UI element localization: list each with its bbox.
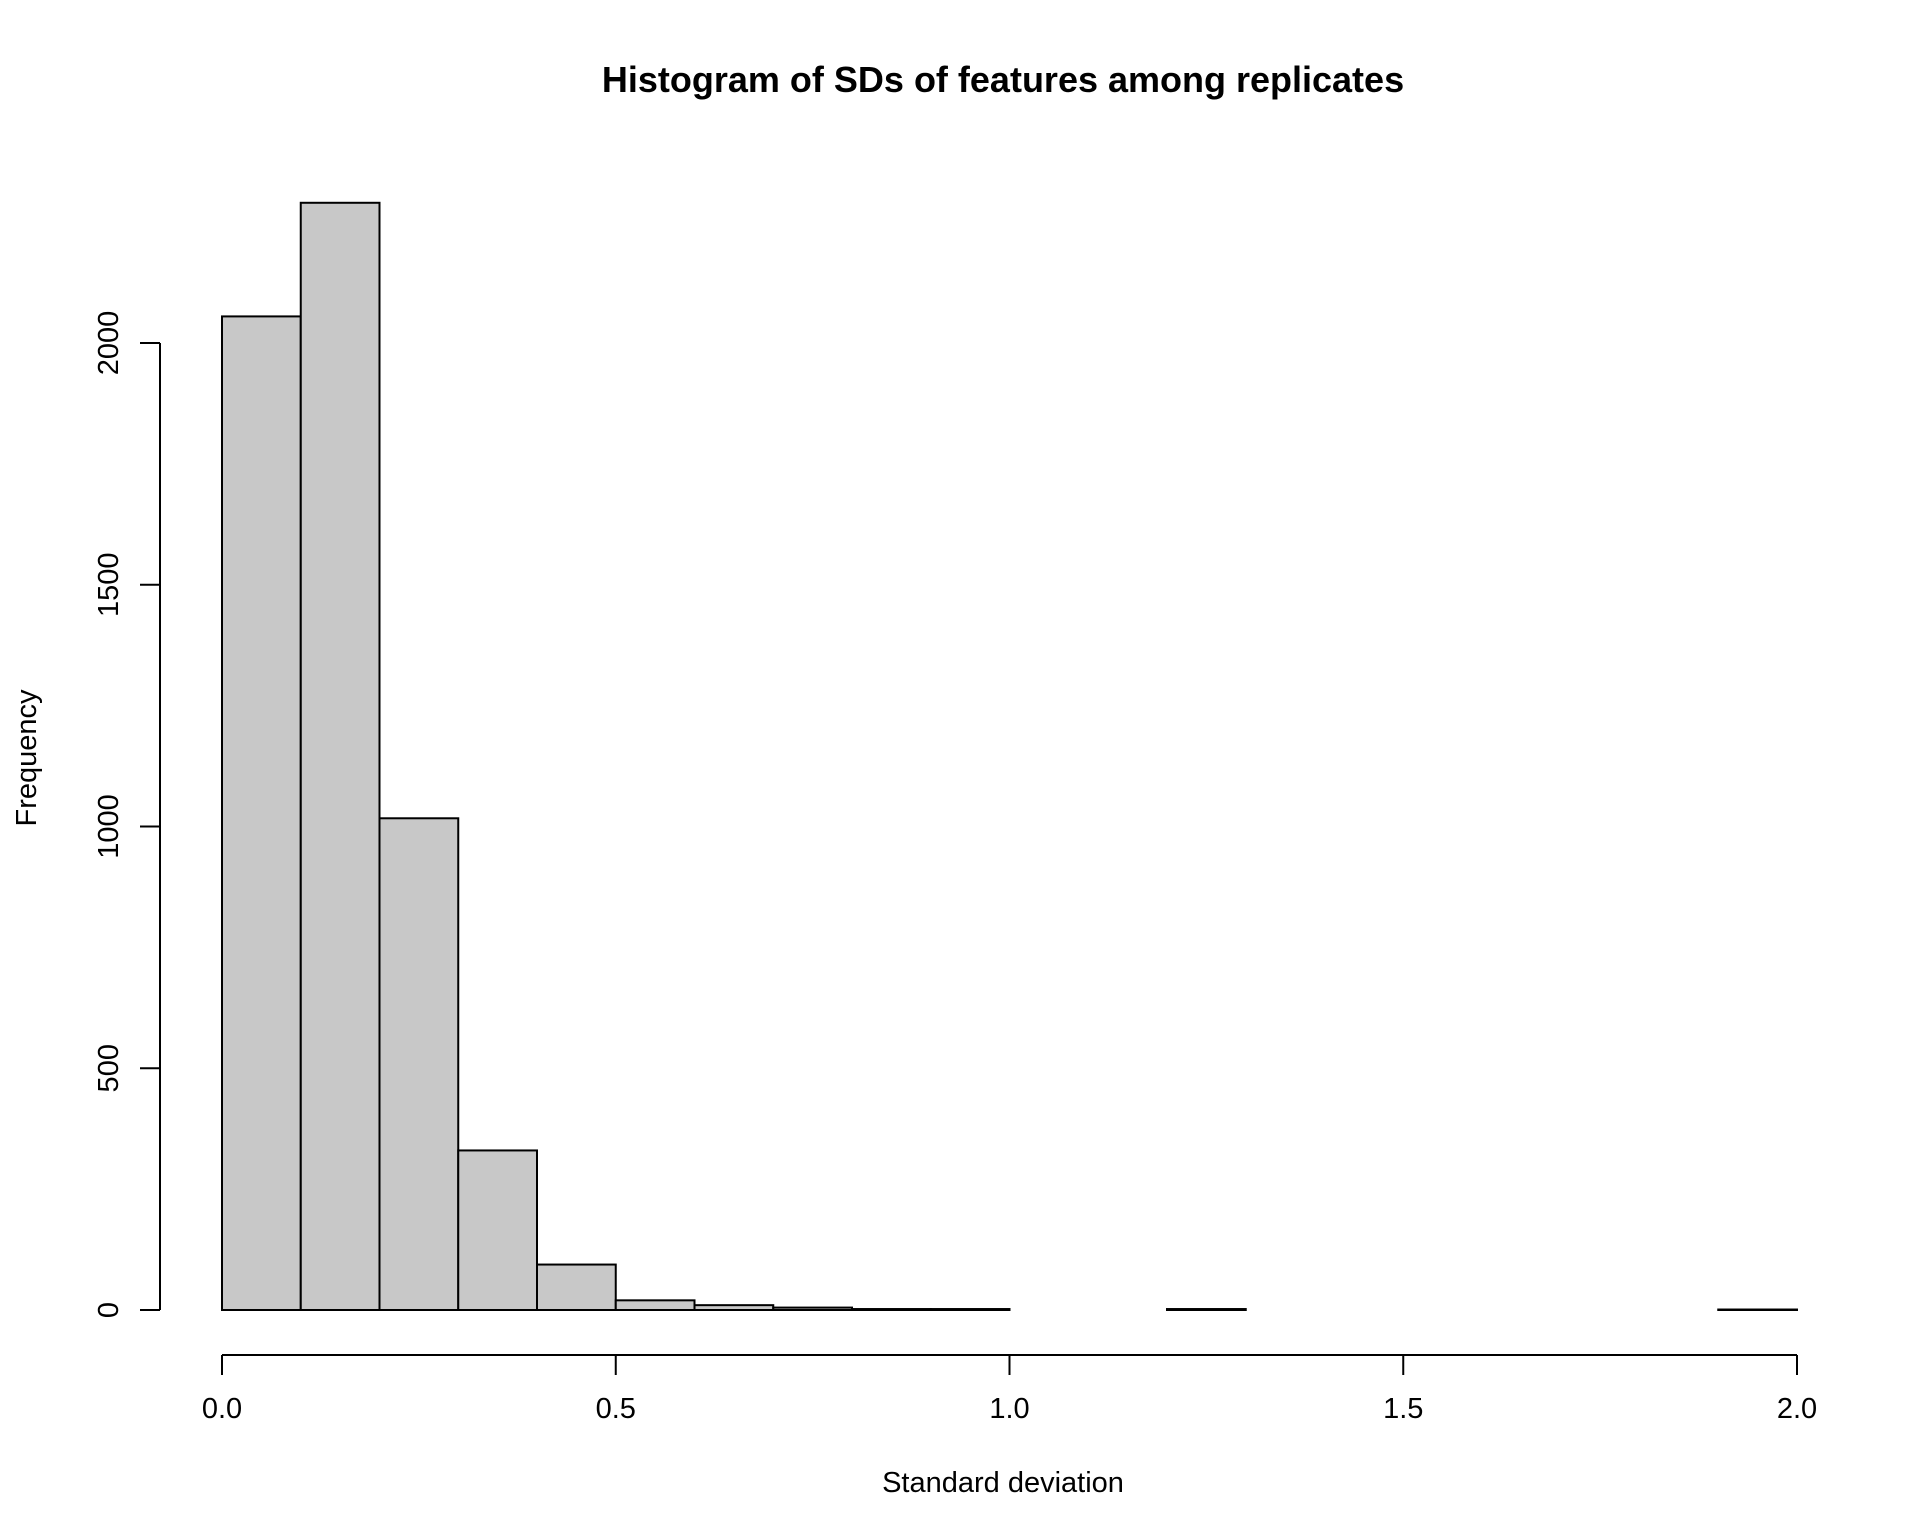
y-tick-label-2: 1000 — [93, 794, 125, 859]
y-axis: 0 500 1000 1500 2000 — [93, 311, 161, 1318]
x-axis: 0.0 0.5 1.0 1.5 2.0 — [202, 1354, 1817, 1425]
y-tick-label-4: 2000 — [93, 311, 125, 376]
histogram-bar-2 — [378, 817, 460, 1312]
x-tick-label-4: 2.0 — [1777, 1393, 1817, 1425]
x-tick-label-3: 1.5 — [1383, 1393, 1423, 1425]
y-tick-label-0: 0 — [93, 1302, 125, 1318]
y-tick-label-1: 500 — [93, 1044, 125, 1092]
histogram-bar-0 — [221, 315, 302, 1312]
histogram-bar-7 — [772, 1306, 853, 1312]
histogram-bar-8 — [851, 1308, 932, 1311]
chart-title: Histogram of SDs of features among repli… — [602, 59, 1404, 100]
bars-group — [221, 201, 1798, 1312]
x-tick-label-0: 0.0 — [202, 1393, 242, 1425]
histogram-bar-4 — [536, 1263, 617, 1312]
histogram-bar-3 — [457, 1149, 538, 1311]
histogram-bar-12 — [1166, 1308, 1247, 1311]
x-axis-label: Standard deviation — [882, 1467, 1124, 1499]
histogram-bar-9 — [929, 1308, 1011, 1311]
histogram-bar-1 — [299, 201, 381, 1311]
x-tick-label-2: 1.0 — [989, 1393, 1029, 1425]
histogram-bar-6 — [693, 1304, 775, 1312]
x-tick-label-1: 0.5 — [596, 1393, 636, 1425]
y-axis-label: Frequency — [11, 689, 43, 827]
histogram-bar-5 — [614, 1299, 696, 1311]
y-tick-label-3: 1500 — [93, 552, 125, 617]
